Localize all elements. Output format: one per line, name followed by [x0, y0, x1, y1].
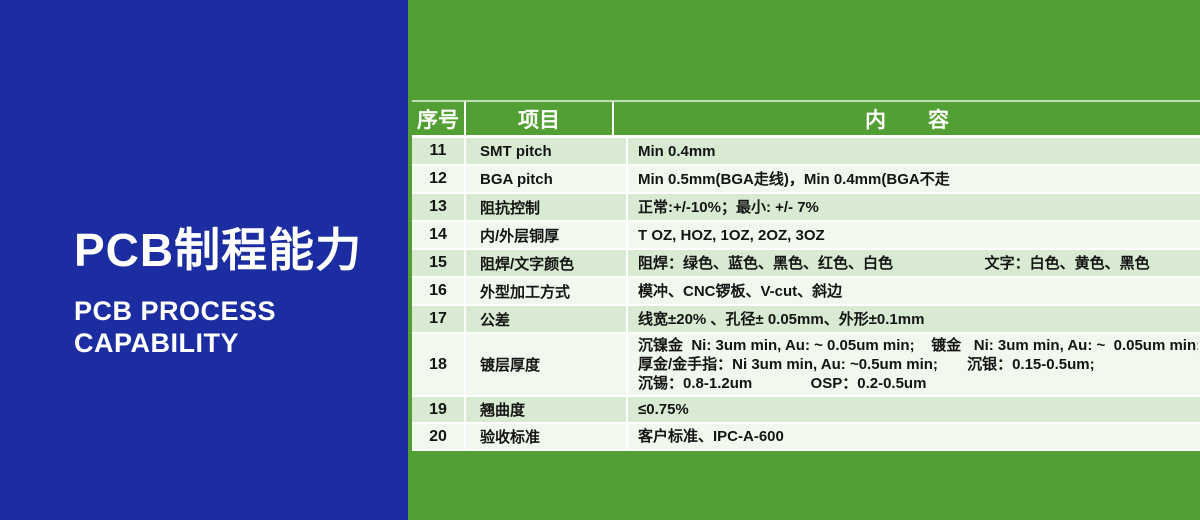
table-row: 11 SMT pitch Min 0.4mm — [412, 138, 1200, 166]
row-content: 线宽±20% 、孔径± 0.05mm、外形±0.1mm — [628, 306, 1200, 332]
capability-table: 序号 项目 内 容 11 SMT pitch Min 0.4mm 12 BGA pitc… — [412, 100, 1200, 451]
table-row: 18 镀层厚度 沉镍金 Ni: 3um min, Au: ~ 0.05um min;… — [412, 334, 1200, 397]
row-seq: 20 — [412, 424, 466, 449]
table-body: 11 SMT pitch Min 0.4mm 12 BGA pitch Min 0.5mm… — [412, 138, 1200, 451]
content-line: 模冲、CNC锣板、V-cut、斜边 — [638, 282, 843, 300]
table-row: 12 BGA pitch Min 0.5mm(BGA走线)，Min 0.4mm(BG… — [412, 166, 1200, 194]
row-item: 内/外层铜厚 — [466, 222, 628, 248]
row-item: 翘曲度 — [466, 397, 628, 422]
table-row: 13 阻抗控制 正常:+/-10%；最小: +/- 7% — [412, 194, 1200, 222]
content-line: 沉锡：0.8-1.2um OSP：0.2-0.5um — [638, 375, 927, 392]
row-content: 正常:+/-10%；最小: +/- 7% — [628, 194, 1200, 220]
table-row: 14 内/外层铜厚 T OZ, HOZ, 1OZ, 2OZ, 3OZ — [412, 222, 1200, 250]
content-line: 线宽±20% 、孔径± 0.05mm、外形±0.1mm — [638, 310, 925, 328]
content-line: T OZ, HOZ, 1OZ, 2OZ, 3OZ — [638, 226, 825, 244]
row-content: 沉镍金 Ni: 3um min, Au: ~ 0.05um min; 镀金 Ni… — [628, 334, 1200, 395]
page-title: PCB制程能力 — [74, 224, 363, 276]
table-row: 15 阻焊/文字颜色 阻焊：绿色、蓝色、黑色、红色、白色 文字：白色、黄色、黑色 — [412, 250, 1200, 278]
left-panel: PCB制程能力 PCB PROCESS CAPABILITY — [0, 0, 408, 520]
row-seq: 17 — [412, 306, 466, 332]
row-content: ≤0.75% — [628, 397, 1200, 422]
row-seq: 16 — [412, 278, 466, 304]
row-item: SMT pitch — [466, 138, 628, 164]
row-item: BGA pitch — [466, 166, 628, 192]
table-row: 19 翘曲度 ≤0.75% — [412, 397, 1200, 424]
row-content: 阻焊：绿色、蓝色、黑色、红色、白色 文字：白色、黄色、黑色 — [628, 250, 1200, 276]
row-seq: 18 — [412, 334, 466, 395]
page-subtitle-line1: PCB PROCESS — [74, 296, 277, 326]
content-line: Min 0.4mm — [638, 142, 716, 160]
row-content: 客户标准、IPC-A-600 — [628, 424, 1200, 449]
content-line: 厚金/金手指：Ni 3um min, Au: ~0.5um min; 沉银：0.… — [638, 356, 1095, 373]
row-content: T OZ, HOZ, 1OZ, 2OZ, 3OZ — [628, 222, 1200, 248]
header-seq: 序号 — [412, 102, 466, 135]
content-line: 正常:+/-10%；最小: +/- 7% — [638, 198, 819, 216]
row-item: 验收标准 — [466, 424, 628, 449]
content-line: 阻焊：绿色、蓝色、黑色、红色、白色 文字：白色、黄色、黑色 — [638, 254, 1150, 272]
right-panel: 序号 项目 内 容 11 SMT pitch Min 0.4mm 12 BGA pitc… — [408, 0, 1200, 520]
row-seq: 12 — [412, 166, 466, 192]
table-header-row: 序号 项目 内 容 — [412, 102, 1200, 138]
row-seq: 19 — [412, 397, 466, 422]
row-content: Min 0.5mm(BGA走线)，Min 0.4mm(BGA不走 — [628, 166, 1200, 192]
table-row: 17 公差 线宽±20% 、孔径± 0.05mm、外形±0.1mm — [412, 306, 1200, 334]
content-line: 沉镍金 Ni: 3um min, Au: ~ 0.05um min; 镀金 Ni… — [638, 337, 1198, 354]
row-item: 外型加工方式 — [466, 278, 628, 304]
page-subtitle: PCB PROCESS CAPABILITY — [74, 296, 362, 360]
header-item: 项目 — [466, 102, 614, 135]
row-seq: 15 — [412, 250, 466, 276]
header-content: 内 容 — [865, 108, 949, 132]
content-line: 客户标准、IPC-A-600 — [638, 428, 784, 445]
row-seq: 13 — [412, 194, 466, 220]
page-subtitle-line2: CAPABILITY — [74, 327, 239, 358]
table-row: 16 外型加工方式 模冲、CNC锣板、V-cut、斜边 — [412, 278, 1200, 306]
content-line: ≤0.75% — [638, 401, 689, 418]
row-content: Min 0.4mm — [628, 138, 1200, 164]
row-item: 镀层厚度 — [466, 334, 628, 395]
title-block: PCB制程能力 PCB PROCESS CAPABILITY — [74, 214, 362, 360]
row-item: 阻焊/文字颜色 — [466, 250, 628, 276]
row-content: 模冲、CNC锣板、V-cut、斜边 — [628, 278, 1200, 304]
row-seq: 11 — [412, 138, 466, 164]
row-item: 公差 — [466, 306, 628, 332]
row-seq: 14 — [412, 222, 466, 248]
table-row: 20 验收标准 客户标准、IPC-A-600 — [412, 424, 1200, 451]
content-line: Min 0.5mm(BGA走线)，Min 0.4mm(BGA不走 — [638, 170, 950, 188]
row-item: 阻抗控制 — [466, 194, 628, 220]
